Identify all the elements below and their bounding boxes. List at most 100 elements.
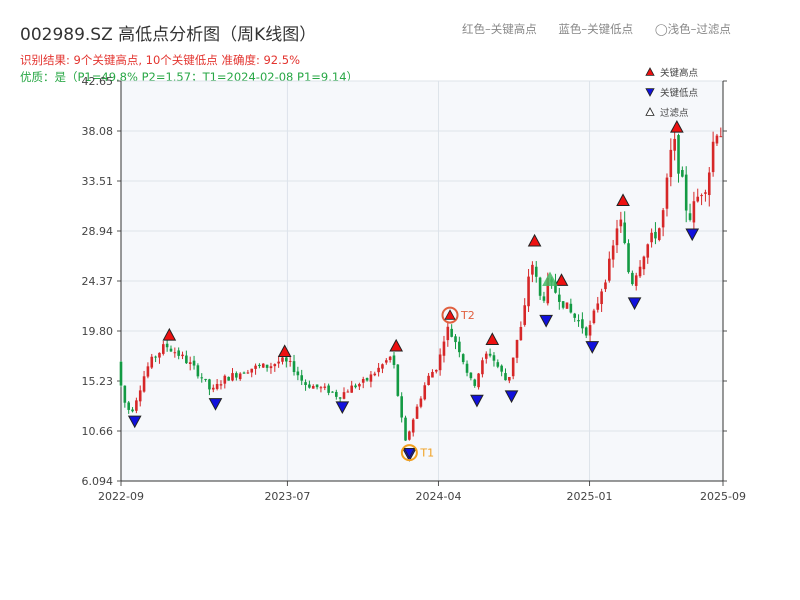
candle-body — [608, 258, 611, 281]
candle-body — [211, 387, 215, 390]
candle-body — [496, 362, 500, 367]
y-tick-label: 10.66 — [82, 425, 114, 438]
x-tick-label: 2025-09 — [700, 490, 746, 503]
candle-body — [600, 291, 603, 305]
candle-body — [323, 386, 327, 388]
candle-body — [404, 417, 407, 441]
candle-body — [342, 392, 346, 399]
candle-body — [596, 303, 600, 310]
candle-body — [177, 350, 180, 356]
x-tick-label: 2022-09 — [98, 490, 144, 503]
key-high-marker — [389, 338, 404, 352]
candle-body — [542, 296, 546, 301]
candle-body — [654, 231, 657, 239]
y-tick-label: 28.94 — [82, 225, 114, 238]
candle-body — [527, 276, 530, 307]
candle-body — [584, 327, 588, 336]
candle-body — [131, 409, 134, 412]
candle-body — [388, 356, 392, 361]
candle-body — [373, 373, 377, 376]
candle-body — [688, 213, 692, 220]
red-legend-text: 红色–关键高点 — [462, 22, 537, 36]
candle-body — [208, 379, 211, 390]
candle-body — [215, 383, 219, 389]
candle-body — [465, 363, 469, 373]
candle-body — [481, 360, 484, 375]
candle-body — [650, 232, 653, 243]
candle-body — [327, 385, 330, 393]
candle-body — [200, 377, 204, 379]
candle-body — [681, 170, 684, 177]
candle-body — [454, 336, 457, 343]
candle-body — [634, 275, 638, 286]
key-high-marker — [527, 233, 542, 247]
candle-body — [438, 354, 442, 371]
key-low-marker — [127, 415, 142, 429]
candle-body — [673, 138, 676, 151]
candle-body — [500, 365, 503, 372]
candle-body — [296, 371, 300, 376]
y-tick-label: 24.37 — [82, 275, 114, 288]
candle-body — [319, 387, 323, 389]
candle-body — [707, 172, 711, 196]
chart-title: 002989.SZ 高低点分析图（周K线图） — [20, 25, 317, 45]
candle-body — [534, 266, 538, 277]
candle-body — [446, 326, 450, 341]
candle-body — [350, 385, 353, 393]
candle-body — [396, 364, 400, 396]
candle-body — [269, 366, 273, 369]
candle-body — [254, 365, 257, 369]
candle-body — [377, 367, 380, 373]
candle-body — [523, 305, 527, 325]
y-tick-label: 38.08 — [82, 125, 114, 138]
candle-body — [369, 374, 373, 382]
key-low-marker — [335, 401, 350, 415]
candle-body — [615, 228, 619, 246]
candle-body — [354, 385, 357, 388]
key-low-marker — [539, 314, 553, 328]
key-low-marker — [504, 390, 519, 404]
candle-body — [665, 177, 669, 209]
candle-body — [561, 301, 565, 308]
candle-body — [450, 328, 453, 337]
candle-body — [285, 357, 288, 362]
candle-body — [504, 373, 507, 381]
candle-body — [477, 373, 480, 388]
key-low-marker — [627, 297, 642, 311]
key-high-marker — [554, 273, 569, 286]
y-tick-label: 33.51 — [82, 175, 114, 188]
color-legend: 红色–关键高点 蓝色–关键低点 ◯浅色–过滤点 — [462, 21, 731, 37]
candle-body — [358, 383, 361, 387]
candle-body — [304, 382, 307, 386]
candle-body — [169, 348, 173, 352]
key-low-marker — [208, 398, 223, 411]
candle-body — [554, 281, 557, 293]
candle-body — [631, 272, 634, 285]
candle-body — [161, 344, 165, 354]
candle-body — [381, 364, 384, 369]
key-low-marker — [585, 341, 600, 354]
candle-body — [538, 277, 542, 296]
key-low-marker — [685, 228, 700, 242]
key-high-marker — [277, 344, 292, 357]
candle-body — [158, 352, 161, 358]
candle-body — [135, 400, 138, 411]
candle-body — [219, 384, 223, 386]
filtered-point-marker — [542, 271, 558, 287]
candle-body — [273, 364, 277, 367]
candle-body — [719, 136, 723, 138]
candle-body — [250, 368, 254, 373]
candle-body — [361, 378, 365, 383]
candle-body — [411, 419, 415, 433]
legend-label: 过滤点 — [660, 107, 689, 119]
candle-body — [492, 355, 496, 361]
key-low-marker — [470, 394, 484, 408]
y-tick-label: 19.80 — [82, 325, 114, 338]
candle-body — [173, 352, 177, 354]
candle-body — [384, 360, 388, 363]
candle-body — [704, 192, 707, 194]
y-tick-label: 15.23 — [82, 375, 114, 388]
candle-body — [427, 375, 430, 385]
candles — [119, 127, 723, 441]
candle-body — [546, 278, 550, 304]
